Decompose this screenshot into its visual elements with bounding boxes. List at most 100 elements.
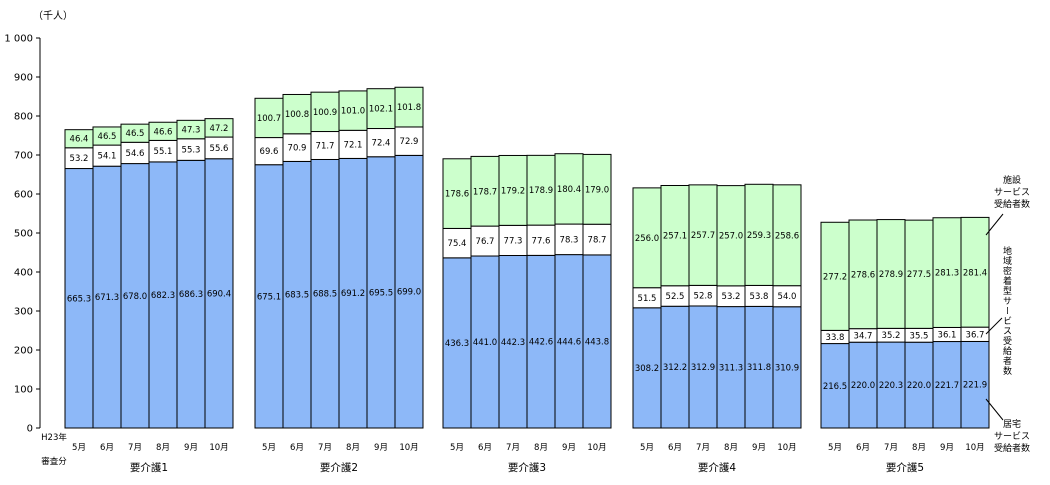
month-label: 6月 xyxy=(668,443,682,453)
data-label-facility: 101.0 xyxy=(341,107,365,117)
data-label-facility: 179.2 xyxy=(501,186,525,196)
data-label-home: 699.0 xyxy=(397,288,421,298)
month-label: 6月 xyxy=(290,443,304,453)
bar-segment-home xyxy=(772,306,802,429)
bar-segment-home xyxy=(554,254,584,429)
data-label-community: 69.6 xyxy=(260,147,279,157)
data-label-home: 311.8 xyxy=(747,363,771,373)
bar-segment-home xyxy=(176,159,206,429)
data-label-facility: 256.0 xyxy=(635,234,659,244)
bar-segment-home xyxy=(820,343,850,429)
y-tick-label: 100 xyxy=(14,385,33,396)
bar-segment-community xyxy=(554,223,584,256)
data-label-community: 71.7 xyxy=(316,142,335,152)
y-tick-label: 900 xyxy=(14,73,33,84)
data-label-community: 53.2 xyxy=(722,292,741,302)
data-label-home: 220.0 xyxy=(907,381,931,391)
bar-segment-facility xyxy=(932,217,962,328)
data-label-home: 220.3 xyxy=(879,381,903,391)
data-label-home: 683.5 xyxy=(285,291,309,301)
data-label-community: 53.8 xyxy=(750,292,769,302)
data-label-community: 54.0 xyxy=(778,292,797,302)
data-label-facility: 46.4 xyxy=(70,135,89,145)
y-axis-unit-label: （千人） xyxy=(33,10,73,22)
month-label: 7月 xyxy=(506,443,520,453)
y-tick-label: 400 xyxy=(14,268,33,279)
data-label-community: 54.6 xyxy=(126,149,145,159)
month-label: 9月 xyxy=(752,443,766,453)
data-label-home: 678.0 xyxy=(123,292,147,302)
data-label-community: 51.5 xyxy=(638,294,657,304)
data-label-community: 78.7 xyxy=(588,236,607,246)
data-label-facility: 100.9 xyxy=(313,108,337,118)
data-label-facility: 257.7 xyxy=(691,231,715,241)
bar-segment-home xyxy=(442,257,472,429)
data-label-home: 221.7 xyxy=(935,381,959,391)
data-label-community: 72.9 xyxy=(400,137,419,147)
data-label-community: 36.7 xyxy=(966,330,985,340)
data-label-facility: 257.0 xyxy=(719,232,743,242)
data-label-home: 220.0 xyxy=(851,381,875,391)
group-label: 要介護3 xyxy=(508,461,546,474)
y-tick-label: 1 000 xyxy=(4,34,33,45)
data-label-community: 52.8 xyxy=(694,292,713,302)
data-label-home: 665.3 xyxy=(67,294,91,304)
y-tick-label: 300 xyxy=(14,307,33,318)
month-label: 10月 xyxy=(587,443,606,453)
data-label-community: 55.3 xyxy=(182,146,201,156)
bar-segment-home xyxy=(310,158,340,429)
bar-segment-facility xyxy=(338,90,368,131)
bar-segment-community xyxy=(254,137,284,166)
data-label-community: 77.3 xyxy=(504,236,523,246)
month-label: 5月 xyxy=(828,443,842,453)
data-label-facility: 277.5 xyxy=(907,270,931,280)
data-label-home: 671.3 xyxy=(95,293,119,303)
y-tick-label: 600 xyxy=(14,190,33,201)
bar-segment-facility xyxy=(554,153,584,225)
first-month-year-label: H23年 xyxy=(41,432,67,443)
data-label-home: 690.4 xyxy=(207,289,231,299)
month-label: 9月 xyxy=(184,443,198,453)
data-label-community: 55.1 xyxy=(154,147,173,157)
leader-line-facility xyxy=(985,213,1004,236)
data-label-facility: 46.5 xyxy=(126,129,145,139)
month-label: 10月 xyxy=(965,443,984,453)
month-label: 8月 xyxy=(724,443,738,453)
bar-segment-facility xyxy=(470,155,500,227)
data-label-home: 691.2 xyxy=(341,289,365,299)
data-label-home: 310.9 xyxy=(775,363,799,373)
month-label: 7月 xyxy=(696,443,710,453)
bar-segment-home xyxy=(632,307,662,429)
bar-segment-facility xyxy=(716,185,746,287)
bars: 665.3 53.2 46.4 671.3 54.1 46.5 678.0 54.6 46.5 6… xyxy=(64,86,990,429)
month-label: 7月 xyxy=(128,443,142,453)
bar-segment-facility xyxy=(394,86,424,128)
bar-segment-home xyxy=(470,255,500,429)
bar-segment-community xyxy=(526,224,556,256)
data-label-community: 35.5 xyxy=(910,331,929,341)
data-label-home: 686.3 xyxy=(179,290,203,300)
group-label: 要介護1 xyxy=(130,461,168,474)
data-label-community: 76.7 xyxy=(476,237,495,247)
bar-segment-home xyxy=(64,168,94,429)
bar-segment-home xyxy=(688,305,718,429)
bar-segment-facility xyxy=(366,88,396,130)
data-label-facility: 178.6 xyxy=(445,190,469,200)
data-label-home: 312.2 xyxy=(663,363,687,373)
data-label-community: 72.1 xyxy=(344,140,363,150)
data-label-home: 675.1 xyxy=(257,292,281,302)
bar-segment-home xyxy=(744,305,774,429)
data-label-community: 55.6 xyxy=(210,144,229,154)
data-label-home: 221.9 xyxy=(963,381,987,391)
bar-segment-home xyxy=(960,340,990,429)
y-tick-label: 800 xyxy=(14,112,33,123)
month-label: 6月 xyxy=(478,443,492,453)
bar-segment-home xyxy=(498,255,528,429)
data-label-community: 78.3 xyxy=(560,235,579,245)
bar-segment-facility xyxy=(498,154,528,226)
month-label: 10月 xyxy=(777,443,796,453)
bar-segment-facility xyxy=(772,184,802,287)
data-label-facility: 102.1 xyxy=(369,105,393,115)
